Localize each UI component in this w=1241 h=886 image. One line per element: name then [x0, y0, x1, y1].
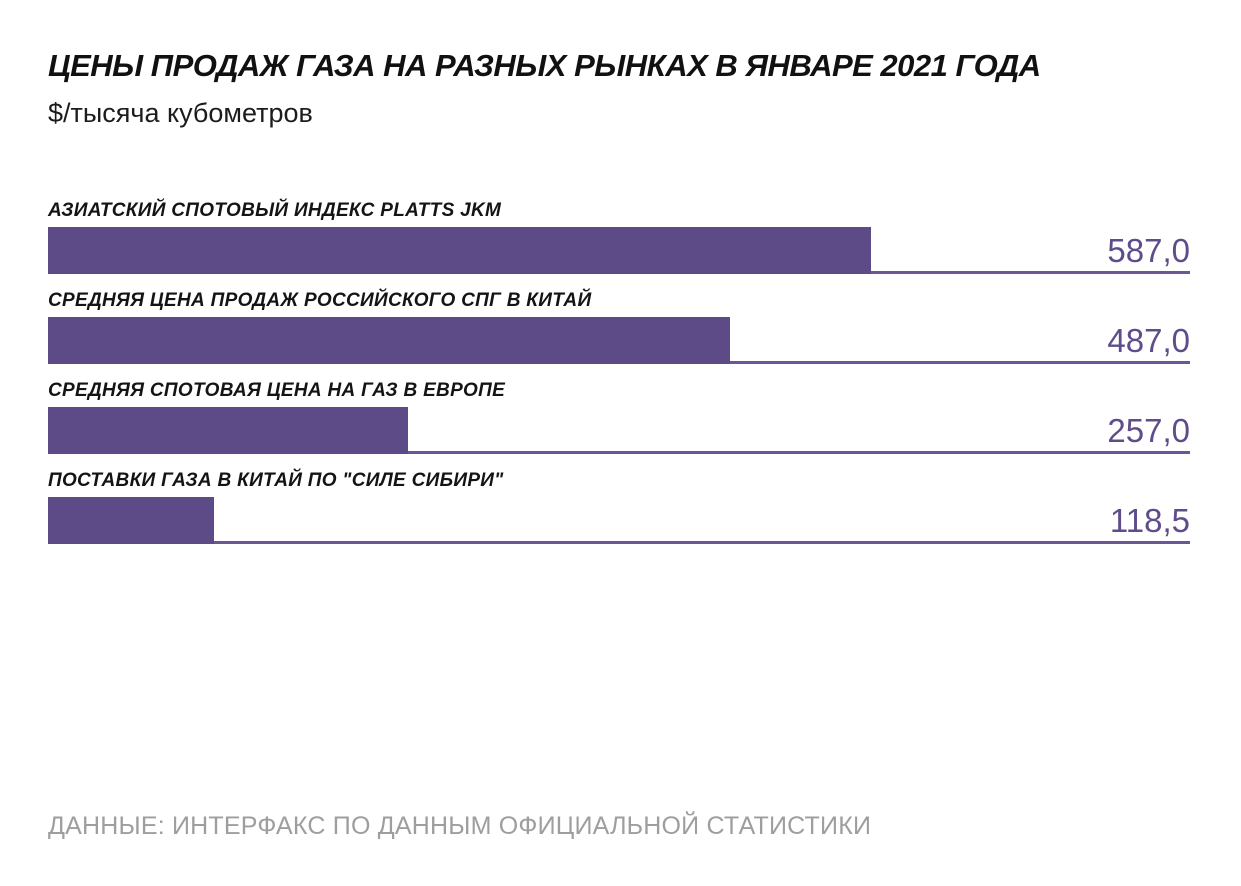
- chart-units-label: $/тысяча кубометров: [48, 98, 313, 128]
- bar-track: 487,0: [48, 317, 1190, 364]
- bar-track: 257,0: [48, 407, 1190, 454]
- chart-title: ЦЕНЫ ПРОДАЖ ГАЗА НА РАЗНЫХ РЫНКАХ В ЯНВА…: [48, 48, 1041, 83]
- bar: [48, 407, 409, 454]
- bar-row: СРЕДНЯЯ ЦЕНА ПРОДАЖ РОССИЙСКОГО СПГ В КИ…: [48, 290, 1190, 380]
- bar-value: 257,0: [1107, 412, 1190, 449]
- bar-value: 487,0: [1107, 322, 1190, 359]
- bar: [48, 227, 871, 274]
- bar-track: 587,0: [48, 227, 1190, 274]
- bar-label: АЗИАТСКИЙ СПОТОВЫЙ ИНДЕКС PLATTS JKM: [48, 200, 502, 221]
- bar: [48, 497, 215, 544]
- baseline-rule: [48, 541, 1190, 544]
- bar-label: ПОСТАВКИ ГАЗА В КИТАЙ ПО "СИЛЕ СИБИРИ": [48, 470, 504, 491]
- bar-row: АЗИАТСКИЙ СПОТОВЫЙ ИНДЕКС PLATTS JKM 587…: [48, 200, 1190, 290]
- bar-rows: АЗИАТСКИЙ СПОТОВЫЙ ИНДЕКС PLATTS JKM 587…: [48, 200, 1190, 560]
- bar-row: СРЕДНЯЯ СПОТОВАЯ ЦЕНА НА ГАЗ В ЕВРОПЕ 25…: [48, 380, 1190, 470]
- source-note: ДАННЫЕ: ИНТЕРФАКС ПО ДАННЫМ ОФИЦИАЛЬНОЙ …: [48, 812, 872, 840]
- bar-track: 118,5: [48, 497, 1190, 544]
- baseline-rule: [48, 451, 1190, 454]
- bar-label: СРЕДНЯЯ ЦЕНА ПРОДАЖ РОССИЙСКОГО СПГ В КИ…: [48, 290, 592, 311]
- bar-value: 118,5: [1109, 502, 1190, 539]
- bar-row: ПОСТАВКИ ГАЗА В КИТАЙ ПО "СИЛЕ СИБИРИ" 1…: [48, 470, 1190, 560]
- bar-value: 587,0: [1107, 232, 1190, 269]
- bar: [48, 317, 731, 364]
- bar-label: СРЕДНЯЯ СПОТОВАЯ ЦЕНА НА ГАЗ В ЕВРОПЕ: [48, 380, 506, 401]
